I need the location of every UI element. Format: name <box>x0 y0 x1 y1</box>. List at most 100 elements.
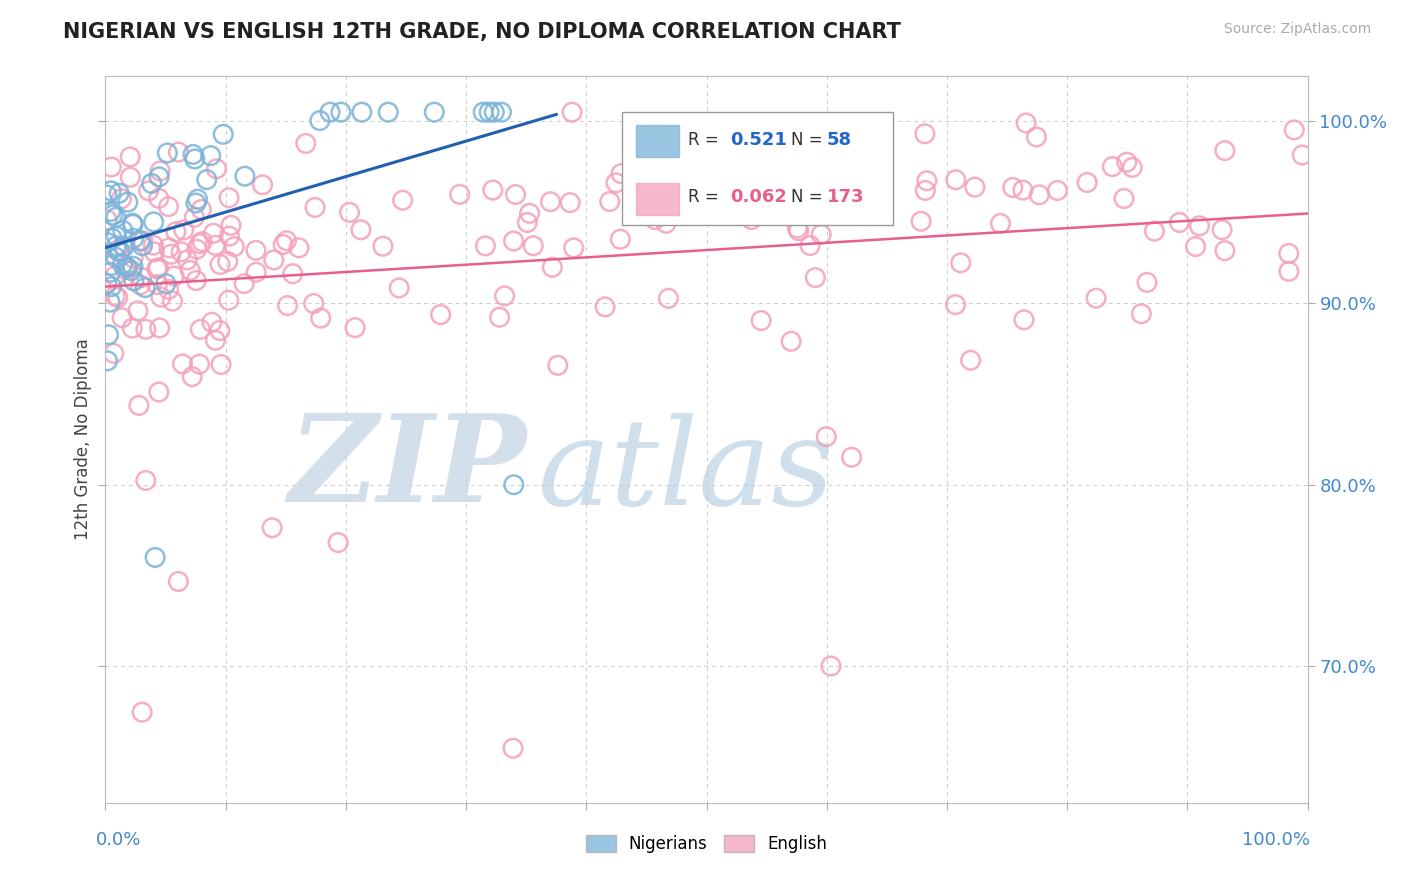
Point <box>915 174 938 188</box>
Point <box>131 705 153 719</box>
Point <box>122 251 145 265</box>
Text: 100.0%: 100.0% <box>1243 831 1310 849</box>
Point <box>522 238 544 252</box>
Point <box>149 290 172 304</box>
Point <box>201 315 224 329</box>
Point <box>1213 144 1236 158</box>
Point <box>1121 161 1143 175</box>
Point <box>173 223 195 237</box>
Point <box>202 227 225 241</box>
Point <box>1012 313 1035 327</box>
Point <box>785 158 807 172</box>
Point <box>112 240 135 254</box>
Text: R =: R = <box>689 131 724 149</box>
Point <box>122 259 145 273</box>
Point <box>104 211 127 225</box>
Point <box>120 150 142 164</box>
Point <box>561 105 583 120</box>
Point <box>949 256 972 270</box>
Point <box>156 145 179 160</box>
Point <box>233 169 256 184</box>
Point <box>218 191 240 205</box>
Point <box>1188 219 1211 233</box>
Point <box>165 225 187 239</box>
Point <box>149 164 172 178</box>
Point <box>391 193 413 207</box>
Point <box>787 224 810 238</box>
Point <box>108 186 131 201</box>
Point <box>187 192 209 206</box>
Point <box>945 173 967 187</box>
Y-axis label: 12th Grade, No Diploma: 12th Grade, No Diploma <box>73 338 91 541</box>
Point <box>1130 307 1153 321</box>
Point <box>494 289 516 303</box>
Point <box>1278 264 1301 278</box>
Point <box>676 200 699 214</box>
Point <box>1025 130 1047 145</box>
Point <box>100 279 122 293</box>
Point <box>204 238 226 252</box>
Point <box>474 239 496 253</box>
Point <box>111 223 134 237</box>
Point <box>181 369 204 384</box>
Point <box>644 212 666 227</box>
Point <box>132 234 155 248</box>
Text: ZIP: ZIP <box>288 409 526 528</box>
Point <box>472 105 495 120</box>
Point <box>945 298 967 312</box>
Point <box>741 212 763 227</box>
Point <box>1211 223 1233 237</box>
Point <box>245 265 267 279</box>
Point <box>990 216 1012 230</box>
Point <box>1046 184 1069 198</box>
Point <box>294 136 316 151</box>
Point <box>1184 239 1206 253</box>
Point <box>910 214 932 228</box>
Point <box>127 304 149 318</box>
Point <box>143 550 166 565</box>
Point <box>108 244 131 259</box>
Point <box>388 281 411 295</box>
Point <box>157 241 180 255</box>
Point <box>488 310 510 325</box>
Point <box>176 252 198 267</box>
Point <box>599 194 621 209</box>
Point <box>100 259 122 273</box>
Point <box>820 659 842 673</box>
Point <box>1101 160 1123 174</box>
Point <box>281 267 304 281</box>
Point <box>262 521 284 535</box>
Point <box>121 216 143 230</box>
Point <box>115 260 138 274</box>
Point <box>319 105 342 120</box>
Point <box>190 322 212 336</box>
Point <box>188 236 211 251</box>
Point <box>96 188 118 202</box>
Point <box>190 202 212 217</box>
Point <box>516 215 538 229</box>
Point <box>146 277 169 292</box>
Point <box>131 239 153 253</box>
FancyBboxPatch shape <box>636 184 679 215</box>
Point <box>114 262 136 277</box>
Legend: Nigerians, English: Nigerians, English <box>579 829 834 860</box>
Text: N =: N = <box>790 188 828 206</box>
Point <box>963 180 986 194</box>
Point <box>188 357 211 371</box>
Point <box>669 169 692 183</box>
Point <box>328 535 350 549</box>
Point <box>218 293 240 308</box>
Point <box>181 147 204 161</box>
Point <box>157 200 180 214</box>
Point <box>172 357 194 371</box>
Point <box>610 167 633 181</box>
Text: R =: R = <box>689 188 724 206</box>
Point <box>146 262 169 277</box>
Point <box>121 263 143 277</box>
Point <box>100 204 122 219</box>
Point <box>105 239 128 253</box>
Point <box>540 194 562 209</box>
Point <box>1168 215 1191 229</box>
Point <box>128 398 150 412</box>
Text: 0.062: 0.062 <box>731 188 787 206</box>
